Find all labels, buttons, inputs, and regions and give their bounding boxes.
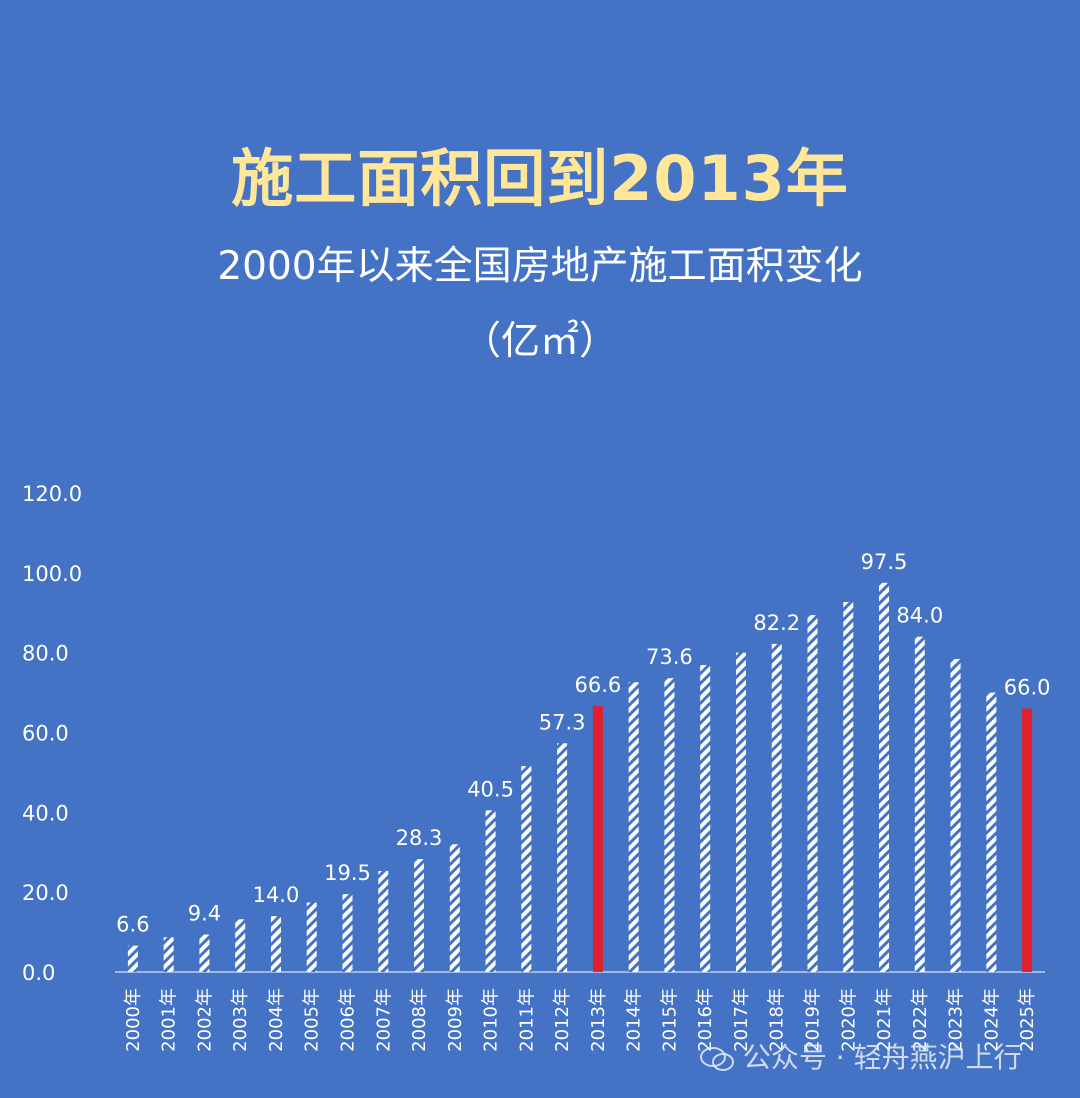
chart-title: 施工面积回到2013年: [231, 142, 849, 215]
bar: [843, 601, 854, 972]
x-tick-label: 2010年: [481, 988, 502, 1052]
data-label: 82.2: [753, 611, 800, 635]
bar-highlighted: [1022, 708, 1033, 972]
x-tick-label: 2005年: [302, 988, 323, 1052]
wechat-icon: [700, 1046, 734, 1072]
bar: [557, 743, 568, 972]
y-tick-label: 20.0: [22, 881, 69, 905]
x-tick-label: 2016年: [695, 988, 716, 1052]
bar: [235, 919, 246, 972]
data-label: 14.0: [253, 883, 300, 907]
x-tick-label: 2017年: [731, 988, 752, 1052]
y-tick-label: 120.0: [22, 482, 82, 506]
bar: [914, 636, 925, 972]
data-label: 97.5: [861, 550, 908, 574]
bar: [735, 652, 746, 972]
data-label: 19.5: [324, 861, 371, 885]
x-tick-label: 2021年: [874, 988, 895, 1052]
x-tick-label: 2000年: [123, 988, 144, 1052]
x-tick-label: 2009年: [445, 988, 466, 1052]
x-tick-label: 2025年: [1017, 988, 1038, 1052]
bar: [771, 643, 782, 972]
bar: [449, 844, 460, 972]
bar: [950, 659, 961, 972]
bar: [306, 902, 317, 972]
x-tick-label: 2019年: [803, 988, 824, 1052]
watermark-text: 公众号 · 轻舟燕沪上行: [742, 1041, 1022, 1074]
data-label: 57.3: [539, 710, 586, 734]
x-tick-label: 2007年: [373, 988, 394, 1052]
x-tick-label: 2002年: [194, 988, 215, 1052]
bar: [628, 682, 639, 972]
bar: [199, 934, 210, 972]
data-label: 66.0: [1004, 676, 1051, 700]
x-tick-label: 2020年: [838, 988, 859, 1052]
y-tick-label: 40.0: [22, 801, 69, 825]
bar: [664, 678, 675, 972]
chart-subtitle: 2000年以来全国房地产施工面积变化: [217, 244, 863, 289]
bar: [342, 894, 353, 972]
bar: [807, 615, 818, 972]
x-tick-label: 2003年: [230, 988, 251, 1052]
bar: [700, 665, 711, 972]
axis-layer: 0.0 20.0 40.0 60.0 80.0 100.0 120.0: [22, 482, 1045, 985]
x-tick-label: 2011年: [516, 988, 537, 1052]
bar-highlighted: [592, 706, 603, 972]
watermark: 公众号 · 轻舟燕沪上行: [700, 1036, 1022, 1076]
bar: [163, 937, 174, 972]
x-tick-label: 2001年: [159, 988, 180, 1052]
data-label: 9.4: [188, 901, 221, 925]
bar: [986, 692, 997, 972]
x-tick-label: 2014年: [624, 988, 645, 1052]
bar: [414, 859, 425, 972]
data-label: 84.0: [896, 604, 943, 628]
x-tick-label: 2018年: [767, 988, 788, 1052]
x-tick-label: 2023年: [946, 988, 967, 1052]
data-label: 6.6: [116, 913, 149, 937]
bar: [485, 810, 496, 972]
chart-unit: （亿㎡）: [461, 319, 618, 364]
x-tick-label: 2013年: [588, 988, 609, 1052]
y-tick-label: 100.0: [22, 562, 82, 586]
bar: [879, 582, 890, 972]
x-tick-label: 2022年: [910, 988, 931, 1052]
x-tick-label: 2008年: [409, 988, 430, 1052]
x-tick-label: 2024年: [981, 988, 1002, 1052]
y-tick-label: 60.0: [22, 722, 69, 746]
bar: [378, 871, 389, 972]
data-label: 40.5: [467, 777, 514, 801]
x-tick-label: 2004年: [266, 988, 287, 1052]
data-label: 66.6: [575, 673, 622, 697]
x-tick-label: 2012年: [552, 988, 573, 1052]
x-tick-label: 2006年: [338, 988, 359, 1052]
bar: [521, 766, 532, 972]
label-layer: 2000年 6.6 2001年 2002年 9.4 2003年 2004年 14.0 2005年…: [116, 550, 1050, 1052]
bar-layer: [127, 582, 1033, 972]
x-tick-label: 2015年: [659, 988, 680, 1052]
y-tick-label: 0.0: [22, 961, 55, 985]
data-label: 28.3: [396, 826, 443, 850]
bar: [127, 945, 138, 972]
data-label: 73.6: [646, 645, 693, 669]
bar: [270, 916, 281, 972]
y-tick-label: 80.0: [22, 642, 69, 666]
